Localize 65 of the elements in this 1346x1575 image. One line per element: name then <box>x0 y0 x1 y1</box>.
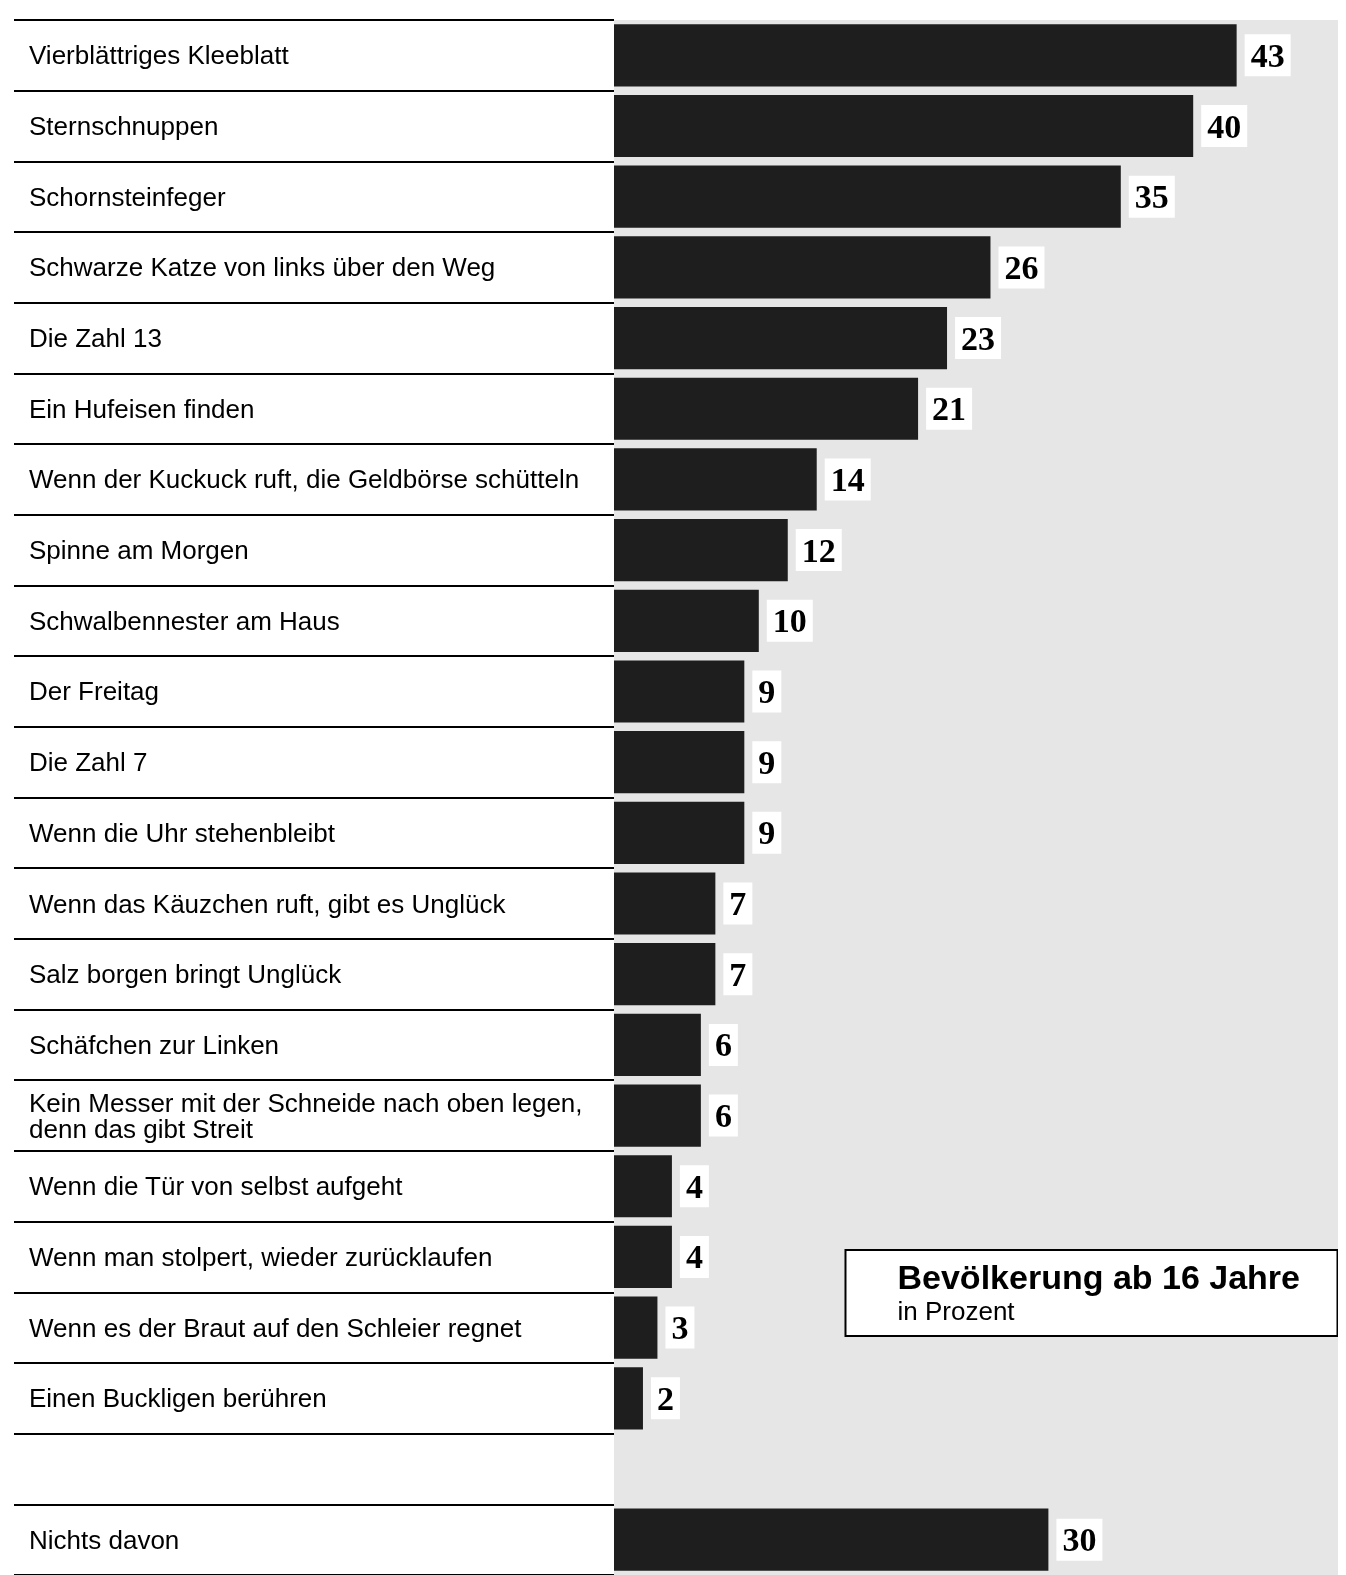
bar <box>614 1296 658 1359</box>
y-tick-label: Wenn die Uhr stehenbleibt <box>29 817 336 848</box>
y-tick-label: Die Zahl 7 <box>29 747 148 778</box>
y-tick-label: Schwarze Katze von links über den Weg <box>29 252 496 283</box>
bar <box>614 24 1237 87</box>
data-label: 14 <box>830 460 865 498</box>
data-label: 21 <box>932 390 967 428</box>
y-tick-label: Wenn die Tür von selbst aufgeht <box>29 1171 404 1202</box>
data-label: 9 <box>758 672 776 710</box>
bar <box>614 448 817 511</box>
y-tick-label: Vierblättriges Kleeblatt <box>29 40 290 71</box>
y-tick-label: Der Freitag <box>29 676 160 707</box>
data-label: 2 <box>656 1379 674 1417</box>
data-label: 7 <box>729 885 747 923</box>
data-label: 35 <box>1134 178 1169 216</box>
y-tick-label: Einen Buckligen berühren <box>29 1383 327 1414</box>
bar <box>614 1508 1049 1571</box>
y-tick-label: Die Zahl 13 <box>29 323 162 354</box>
bar <box>614 1084 701 1147</box>
bar <box>614 872 716 935</box>
y-tick-label: Wenn man stolpert, wieder zurücklaufen <box>29 1241 493 1272</box>
y-tick-label: Schwalbennester am Haus <box>29 605 340 636</box>
data-label: 12 <box>801 531 836 569</box>
y-tick-label: Wenn das Käuzchen ruft, gibt es Unglück <box>29 888 507 919</box>
data-label: 9 <box>758 814 776 852</box>
bar <box>614 1013 701 1076</box>
data-label: 23 <box>961 319 996 357</box>
bar <box>614 660 745 723</box>
bar <box>614 306 948 370</box>
y-tick-label: Spinne am Morgen <box>29 535 249 566</box>
y-tick-label: Kein Messer mit der Schneide nach oben legen, denn das gibt Streit <box>29 1087 590 1144</box>
bar <box>614 943 716 1006</box>
y-tick-label: Ein Hufeisen finden <box>29 393 255 424</box>
data-label: 30 <box>1062 1521 1097 1559</box>
data-label: 4 <box>685 1167 703 1205</box>
y-tick-label: Sternschnuppen <box>29 111 219 142</box>
bar <box>614 377 919 440</box>
bar <box>614 1155 672 1218</box>
data-label: 6 <box>714 1097 732 1135</box>
y-tick-label: Wenn der Kuckuck ruft, die Geldbörse schütteln <box>29 464 580 495</box>
data-label: 9 <box>758 743 776 781</box>
y-tick-label: Wenn es der Braut auf den Schleier regnet <box>29 1312 523 1343</box>
data-label: 6 <box>714 1026 732 1064</box>
data-label: 10 <box>772 602 807 640</box>
data-label: 43 <box>1250 36 1285 74</box>
bar <box>614 1367 643 1430</box>
bar <box>614 731 745 794</box>
y-tick-label: Schornsteinfeger <box>29 181 226 212</box>
bar <box>614 801 745 864</box>
data-label: 26 <box>1004 248 1039 286</box>
bar <box>614 1225 672 1289</box>
data-label: 4 <box>685 1238 703 1276</box>
y-tick-label: Schäfchen zur Linken <box>29 1029 280 1060</box>
bar <box>614 589 759 652</box>
bar <box>614 236 991 299</box>
text: Bevölkerung ab 16 Jahre <box>897 1258 1301 1296</box>
text: in Prozent <box>897 1296 1016 1326</box>
data-label: 3 <box>671 1309 689 1347</box>
y-tick-label: Nichts davon <box>29 1524 180 1555</box>
data-label: 40 <box>1207 107 1242 145</box>
bar <box>614 94 1194 158</box>
bar <box>614 519 788 582</box>
bar <box>614 165 1121 228</box>
y-tick-label: Salz borgen bringt Unglück <box>29 959 343 990</box>
data-label: 7 <box>729 955 747 993</box>
